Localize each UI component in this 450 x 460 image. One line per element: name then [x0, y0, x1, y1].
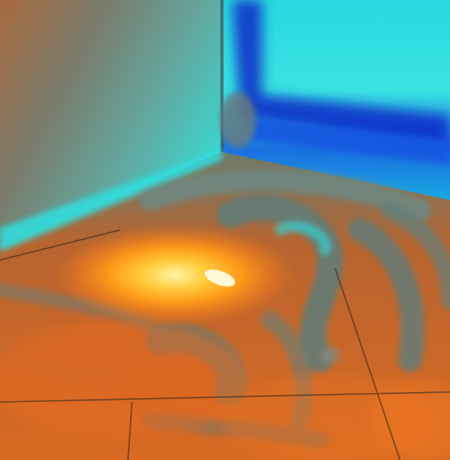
floor-hotspot-core: [204, 269, 236, 287]
floor-tile-grid: [0, 229, 450, 460]
tile-line-horizontal: [0, 391, 450, 403]
floor-small-marking: [320, 347, 340, 363]
tile-line-vertical-left: [127, 401, 133, 460]
left-wall-floor-seam: [0, 150, 222, 252]
tile-line-diagonal-right: [334, 267, 401, 460]
left-wall: [0, 0, 222, 248]
floor-hotspot: [55, 225, 295, 325]
tile-line-diagonal-left: [0, 229, 121, 261]
right-wall-baseboard-cold: [250, 118, 450, 165]
right-wall-cold-band: [232, 0, 450, 150]
corner-cold-spot: [220, 92, 256, 148]
